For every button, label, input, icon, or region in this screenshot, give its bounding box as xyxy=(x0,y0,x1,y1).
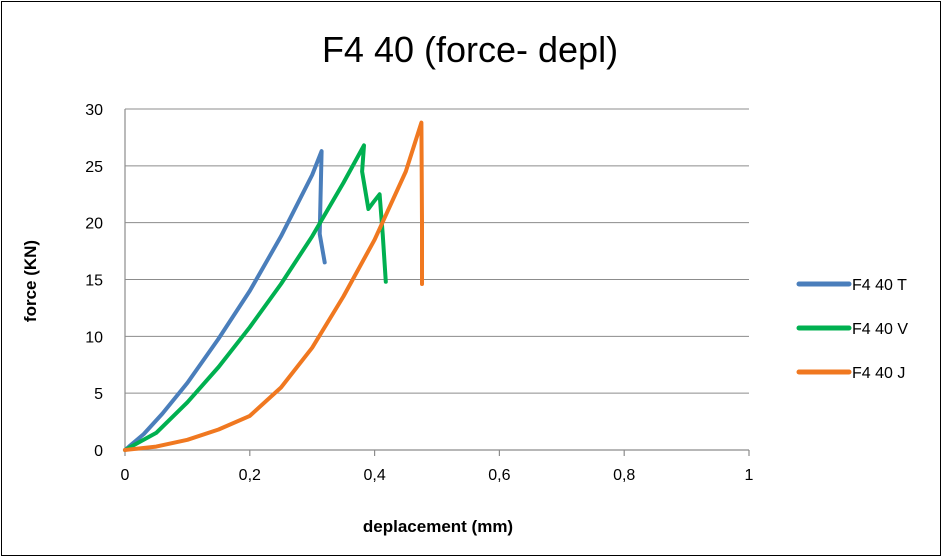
series-line xyxy=(123,120,424,452)
series-line xyxy=(123,149,327,452)
legend-label: F4 40 T xyxy=(852,277,907,294)
chart-title: F4 40 (force- depl) xyxy=(322,29,618,70)
y-axis-title: force (KN) xyxy=(21,240,40,322)
x-tick-label: 0,4 xyxy=(363,467,385,484)
x-tick-label: 0,2 xyxy=(239,467,261,484)
x-tick-label: 0,6 xyxy=(488,467,510,484)
series-lines xyxy=(123,120,424,452)
x-tick-label: 0 xyxy=(121,467,130,484)
y-tick-label: 30 xyxy=(85,102,103,119)
axes xyxy=(124,109,750,456)
series-line xyxy=(123,143,388,452)
legend-label: F4 40 J xyxy=(852,365,905,382)
y-tick-label: 5 xyxy=(94,386,103,403)
x-tick-label: 1 xyxy=(745,467,754,484)
gridlines xyxy=(125,108,749,394)
legend-label: F4 40 V xyxy=(852,321,908,338)
y-tick-label: 25 xyxy=(85,159,103,176)
x-axis-title: deplacement (mm) xyxy=(363,517,513,536)
y-tick-label: 20 xyxy=(85,216,103,233)
legend: F4 40 T F4 40 V F4 40 J xyxy=(796,277,908,382)
x-tick-label: 0,8 xyxy=(613,467,635,484)
y-tick-labels: 0 5 10 15 20 25 30 xyxy=(85,102,103,460)
y-tick-label: 15 xyxy=(85,273,103,290)
x-tick-labels: 0 0,2 0,4 0,6 0,8 1 xyxy=(121,467,754,484)
y-tick-label: 10 xyxy=(85,329,103,346)
y-tick-label: 0 xyxy=(94,443,103,460)
